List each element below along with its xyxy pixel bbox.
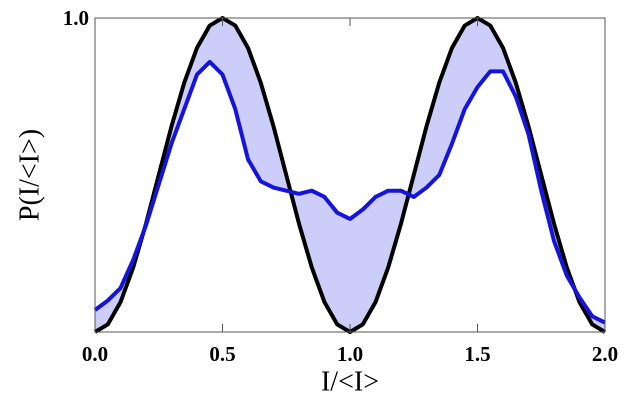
x-tick-label: 1.0 [337, 342, 363, 366]
x-tick-label: 1.5 [464, 342, 490, 366]
x-tick-label: 2.0 [592, 342, 618, 366]
difference-fill [95, 18, 605, 332]
x-tick-label: 0.0 [82, 342, 108, 366]
series-line [93, 59, 606, 325]
y-axis-label: P(I/<I>) [14, 129, 45, 221]
x-tick-label: 0.5 [209, 342, 235, 366]
y-tick-label: 1.0 [63, 6, 89, 30]
x-axis-label: I/<I> [321, 366, 379, 397]
